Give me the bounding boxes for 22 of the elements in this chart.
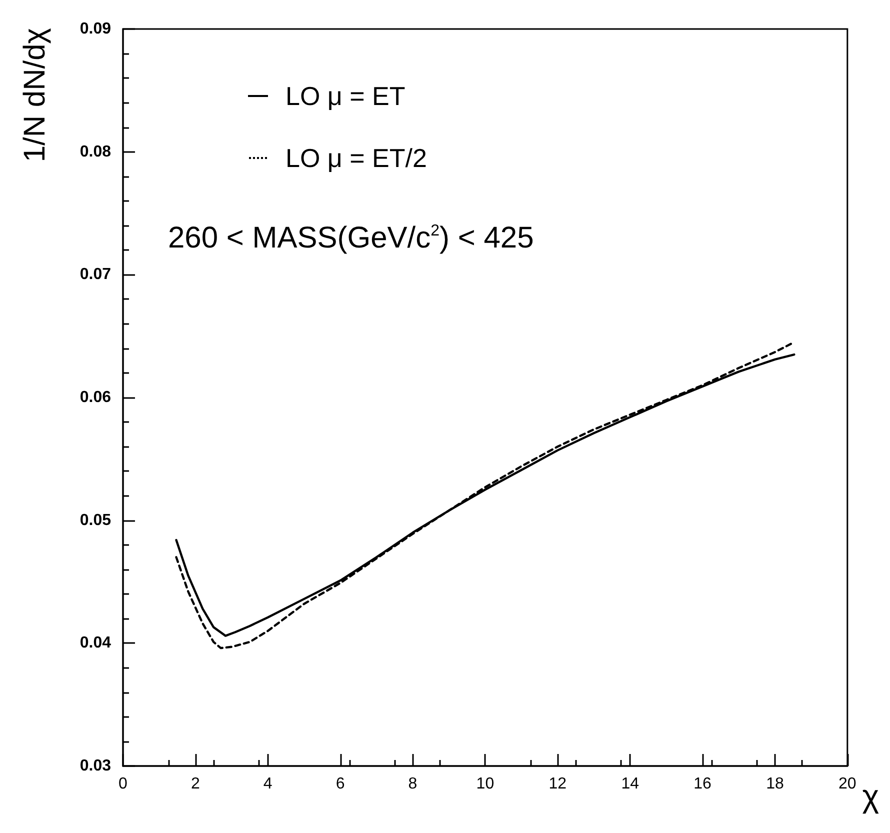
y-tick-label: 0.08 (80, 143, 112, 160)
y-tick-label: 0.04 (80, 634, 112, 652)
legend-label: LO μ = ET (286, 81, 406, 111)
y-tick-label: 0.06 (80, 389, 112, 406)
legend-label: LO μ = ET/2 (286, 143, 427, 173)
x-tick-label: 10 (476, 776, 494, 792)
x-tick-label: 12 (548, 776, 567, 792)
x-tick-label: 6 (336, 776, 345, 792)
y-tick-label: 0.07 (80, 266, 112, 284)
x-tick-label: 4 (263, 776, 272, 792)
x-tick-label: 16 (694, 776, 712, 792)
x-tick-label: 0 (118, 776, 128, 792)
y-axis-title: 1/N dN/dχ (18, 28, 52, 162)
y-tick-label: 0.03 (80, 758, 112, 774)
x-tick-label: 14 (621, 776, 640, 792)
x-axis-title: χ (862, 778, 880, 814)
x-tick-label: 8 (408, 776, 418, 792)
y-tick-label: 0.09 (80, 20, 112, 38)
x-tick-label: 2 (190, 776, 200, 792)
y-tick-label: 0.05 (80, 512, 112, 529)
x-tick-label: 20 (838, 776, 856, 792)
x-tick-label: 18 (766, 776, 784, 792)
